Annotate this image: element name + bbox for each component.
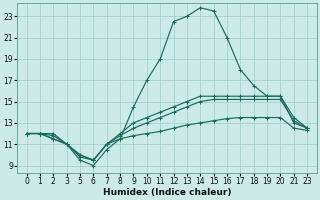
X-axis label: Humidex (Indice chaleur): Humidex (Indice chaleur): [103, 188, 231, 197]
